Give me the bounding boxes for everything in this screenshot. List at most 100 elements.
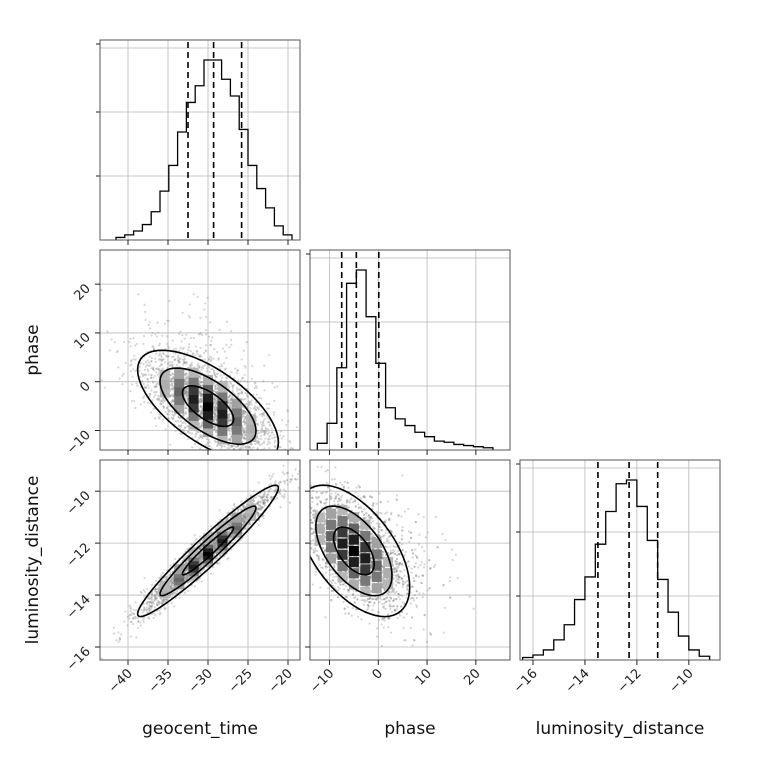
sample-point (249, 446, 252, 449)
sample-point (273, 386, 276, 389)
sample-point (229, 427, 233, 430)
sample-point (291, 474, 294, 477)
sample-point (245, 452, 247, 454)
sample-point (243, 409, 246, 413)
sample-point (263, 498, 266, 501)
sample-point (213, 390, 216, 393)
sample-point (152, 348, 156, 351)
sample-point (163, 399, 166, 402)
sample-point (233, 444, 236, 448)
sample-point (199, 556, 202, 559)
sample-point (228, 394, 232, 397)
sample-point (150, 605, 153, 609)
sample-point (214, 405, 218, 408)
sample-point (238, 392, 241, 395)
sample-point (214, 542, 217, 545)
sample-point (240, 392, 243, 395)
density-cell (231, 407, 242, 418)
sample-point (274, 439, 277, 442)
sample-point (132, 358, 135, 361)
sample-point (158, 342, 161, 345)
sample-point (154, 597, 157, 600)
sample-point (226, 443, 230, 446)
sample-point (190, 364, 193, 367)
sample-point (169, 409, 172, 412)
sample-point (130, 620, 133, 624)
sample-point (220, 363, 223, 366)
sample-point (152, 407, 155, 410)
sample-point (272, 473, 275, 476)
sample-point (199, 411, 203, 414)
density-cell (203, 375, 213, 386)
sample-point (199, 426, 202, 429)
sample-point (269, 424, 272, 427)
sample-point (128, 604, 131, 607)
sample-point (271, 437, 274, 440)
sample-point (262, 412, 265, 415)
sample-point (228, 432, 232, 435)
sample-point (148, 320, 151, 324)
sample-point (171, 361, 174, 364)
sample-point (171, 410, 174, 413)
sample-point (227, 416, 230, 419)
sample-point (248, 523, 251, 526)
sample-point (162, 600, 165, 604)
sample-point (171, 452, 173, 454)
sample-point (171, 393, 174, 396)
sample-point (198, 409, 202, 412)
sample-point (256, 511, 260, 514)
sample-point (166, 362, 170, 366)
sample-point (177, 415, 180, 419)
sample-point (261, 506, 264, 510)
sample-point (215, 533, 218, 536)
sample-point (154, 596, 157, 600)
sample-point (215, 384, 218, 387)
sample-point (187, 349, 190, 352)
sample-point (190, 543, 193, 546)
sample-point (171, 582, 174, 585)
sample-point (207, 335, 210, 338)
sample-point (145, 602, 148, 605)
sample-point (149, 376, 153, 380)
sample-point (171, 400, 174, 403)
sample-point (199, 400, 202, 403)
sample-point (235, 371, 238, 375)
sample-point (261, 506, 264, 509)
sample-point (290, 446, 293, 450)
sample-point (259, 397, 263, 400)
sample-point (182, 414, 185, 417)
sample-point (169, 373, 173, 376)
sample-point (227, 443, 230, 446)
sample-point (137, 620, 140, 623)
sample-point (201, 411, 204, 414)
sample-point (185, 416, 189, 420)
sample-point (207, 444, 210, 447)
sample-point (279, 506, 282, 509)
sample-point (199, 555, 203, 558)
sample-point (179, 346, 182, 349)
sample-point (213, 373, 216, 376)
sample-point (264, 499, 267, 502)
sample-point (121, 383, 124, 386)
sample-point (212, 407, 215, 410)
sample-point (186, 437, 190, 441)
sample-point (168, 573, 172, 576)
sample-point (229, 418, 233, 422)
sample-point (264, 501, 267, 504)
sample-point (244, 511, 247, 514)
sample-point (234, 538, 237, 541)
sample-point (214, 399, 218, 402)
sample-point (157, 588, 160, 591)
sample-point (203, 308, 206, 311)
sample-point (243, 436, 246, 439)
sample-point (165, 575, 168, 578)
sample-point (146, 378, 150, 381)
sample-point (179, 426, 182, 429)
sample-point (227, 438, 230, 441)
sample-point (215, 540, 218, 543)
sample-point (192, 352, 195, 355)
sample-point (198, 376, 201, 379)
sample-point (134, 406, 137, 410)
sample-point (130, 399, 134, 403)
sample-point (158, 413, 161, 416)
